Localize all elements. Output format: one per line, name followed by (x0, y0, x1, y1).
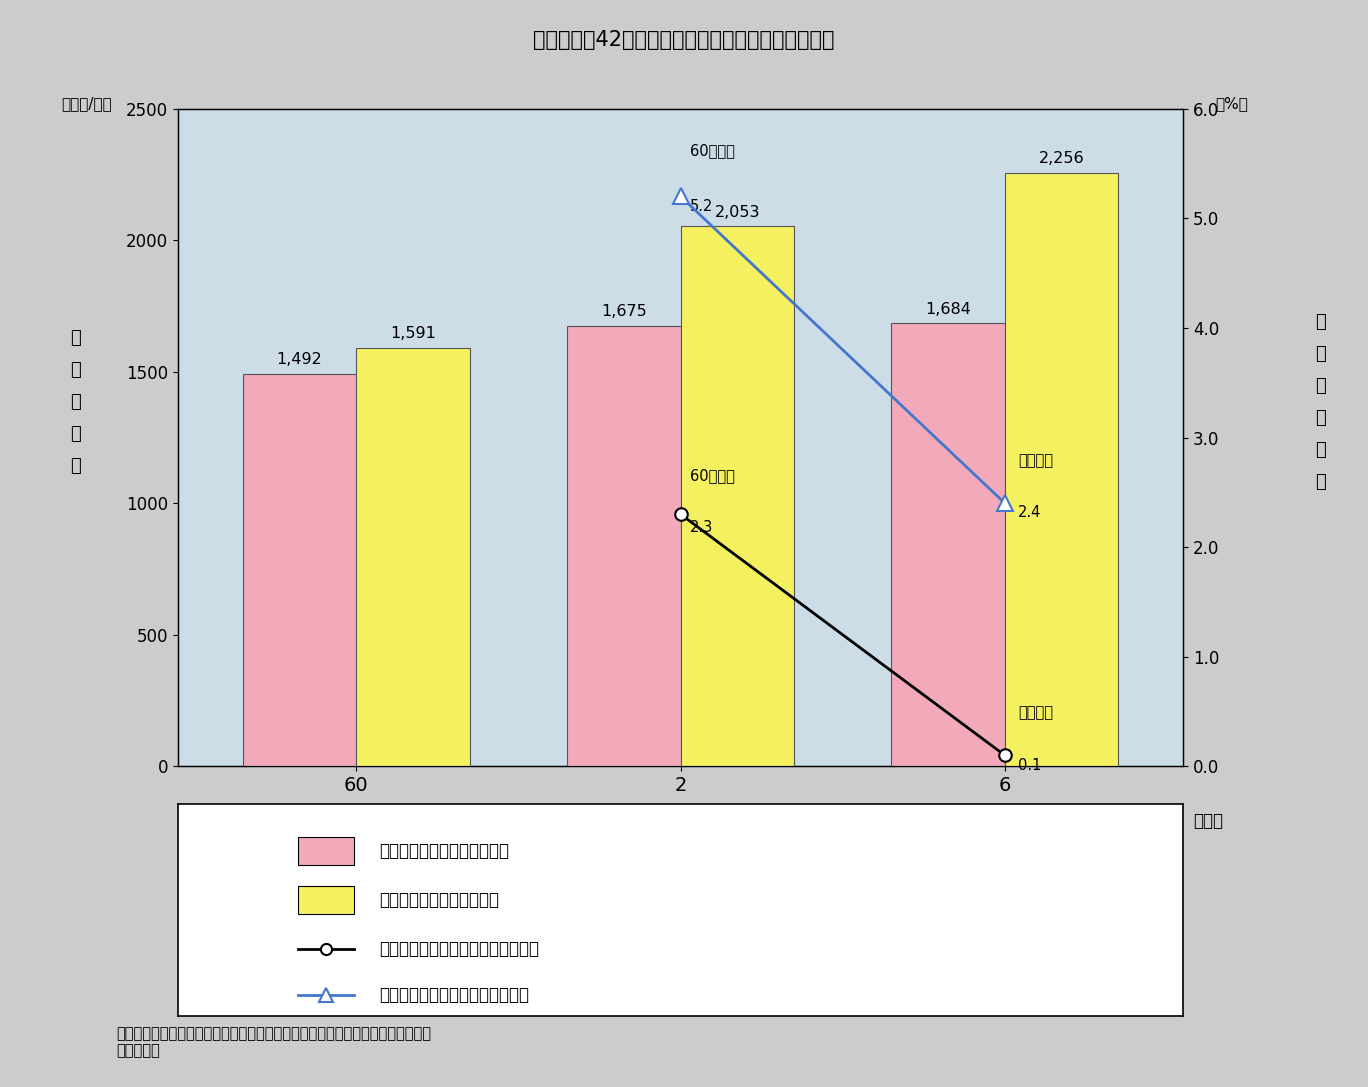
Text: （万円/人）: （万円/人） (62, 96, 112, 111)
Text: 0.1: 0.1 (1018, 758, 1041, 773)
Text: 2,053: 2,053 (714, 204, 761, 220)
Text: 1,492: 1,492 (276, 352, 323, 367)
Text: 労
働
生
産
性: 労 働 生 産 性 (70, 329, 81, 475)
Text: 情報通信産業の労働生産性変化率: 情報通信産業の労働生産性変化率 (379, 986, 529, 1004)
Text: 5.2: 5.2 (691, 199, 714, 213)
Text: （年）: （年） (1193, 812, 1223, 830)
Text: 1,684: 1,684 (925, 302, 971, 316)
Text: （%）: （%） (1215, 96, 1248, 111)
Bar (1005, 173, 1119, 766)
Text: 郵政省資料、産業連関表（総務庁）、産業連関表（延長表）　（通商産業省）等
により作成: 郵政省資料、産業連関表（総務庁）、産業連関表（延長表） （通商産業省）等 により… (116, 1026, 431, 1059)
Text: 1,675: 1,675 (601, 304, 647, 320)
Text: 60～２年: 60～２年 (691, 143, 735, 158)
Bar (892, 323, 1005, 766)
Text: 我が国産業全体の労働生産性: 我が国産業全体の労働生産性 (379, 842, 509, 860)
Bar (568, 326, 680, 766)
Text: 情報通信産業の労働生産性: 情報通信産業の労働生産性 (379, 890, 499, 909)
Text: 2,256: 2,256 (1038, 151, 1085, 166)
Bar (298, 837, 354, 865)
Bar (298, 886, 354, 913)
Text: ２～６年: ２～６年 (1018, 453, 1053, 468)
Text: 2.3: 2.3 (691, 520, 714, 535)
Text: ２～６年: ２～６年 (1018, 705, 1053, 721)
Text: 我が国産業全体の労働生産性変化率: 我が国産業全体の労働生産性変化率 (379, 939, 539, 958)
Text: 2.4: 2.4 (1018, 505, 1041, 521)
Bar (356, 348, 469, 766)
Text: 年
平
均
変
化
率: 年 平 均 変 化 率 (1315, 313, 1326, 491)
Text: 第３－２－42図　情報通信産業の労働生産性の推移: 第３－２－42図 情報通信産業の労働生産性の推移 (534, 30, 834, 50)
Text: 1,591: 1,591 (390, 326, 436, 341)
Bar (242, 374, 356, 766)
Bar (681, 226, 793, 766)
Text: 60～２年: 60～２年 (691, 468, 735, 484)
